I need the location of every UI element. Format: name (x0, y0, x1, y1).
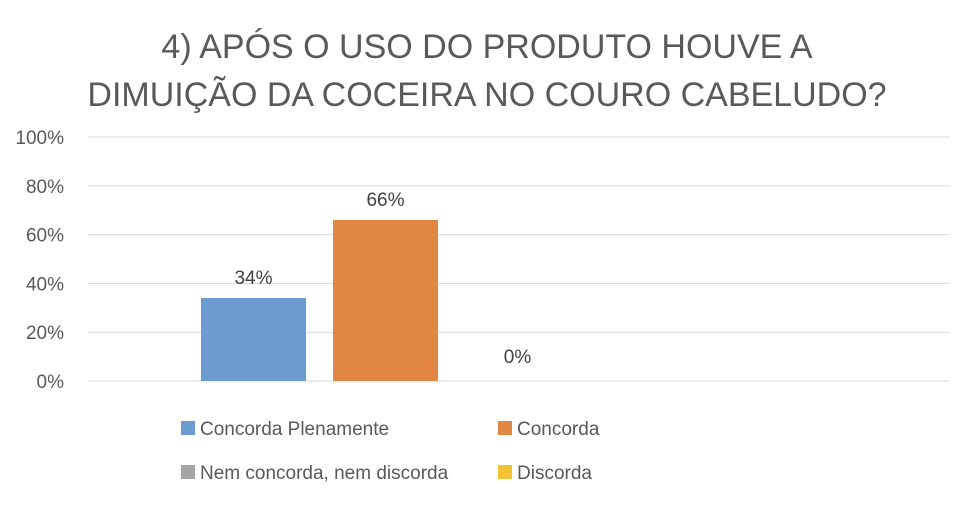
chart-title-line-1: 4) APÓS O USO DO PRODUTO HOUVE A (161, 28, 813, 66)
bar-concorda (333, 219, 438, 381)
y-tick-label: 20% (26, 323, 64, 344)
legend: Concorda Plenamente Concorda Nem concorda,… (181, 419, 600, 484)
data-labels: 34% 66% 0% (234, 190, 531, 368)
bars (201, 219, 438, 381)
data-label: 0% (504, 347, 532, 368)
chart-title: 4) APÓS O USO DO PRODUTO HOUVE A DIMUIÇÃ… (87, 28, 886, 114)
legend-swatch (181, 421, 195, 435)
data-label: 66% (366, 190, 404, 211)
bar-concorda-plenamente (201, 298, 306, 381)
y-tick-label: 60% (26, 226, 64, 247)
y-tick-label: 0% (37, 372, 65, 393)
legend-label: Discorda (517, 463, 592, 484)
legend-swatch (181, 465, 195, 479)
legend-label: Nem concorda, nem discorda (200, 463, 449, 484)
y-axis-ticks: 0% 20% 40% 60% 80% 100% (15, 128, 64, 393)
data-label: 34% (234, 268, 272, 289)
y-tick-label: 100% (15, 128, 64, 149)
y-tick-label: 40% (26, 274, 64, 295)
legend-label: Concorda (517, 419, 600, 440)
y-tick-label: 80% (26, 177, 64, 198)
legend-swatch (498, 421, 512, 435)
legend-swatch (498, 465, 512, 479)
chart-title-line-2: DIMUIÇÃO DA COCEIRA NO COURO CABELUDO? (87, 76, 886, 114)
legend-label: Concorda Plenamente (200, 419, 389, 440)
